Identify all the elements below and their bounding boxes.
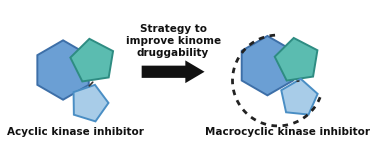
Polygon shape <box>74 85 108 121</box>
Text: Acyclic kinase inhibitor: Acyclic kinase inhibitor <box>7 127 144 137</box>
Polygon shape <box>242 36 293 95</box>
Text: Strategy to
improve kinome
druggability: Strategy to improve kinome druggability <box>125 24 221 58</box>
Text: Macrocyclic kinase inhibitor: Macrocyclic kinase inhibitor <box>205 127 370 137</box>
Polygon shape <box>275 38 318 81</box>
Polygon shape <box>281 79 318 115</box>
Polygon shape <box>70 39 113 81</box>
Polygon shape <box>37 40 89 100</box>
FancyArrow shape <box>142 60 204 83</box>
